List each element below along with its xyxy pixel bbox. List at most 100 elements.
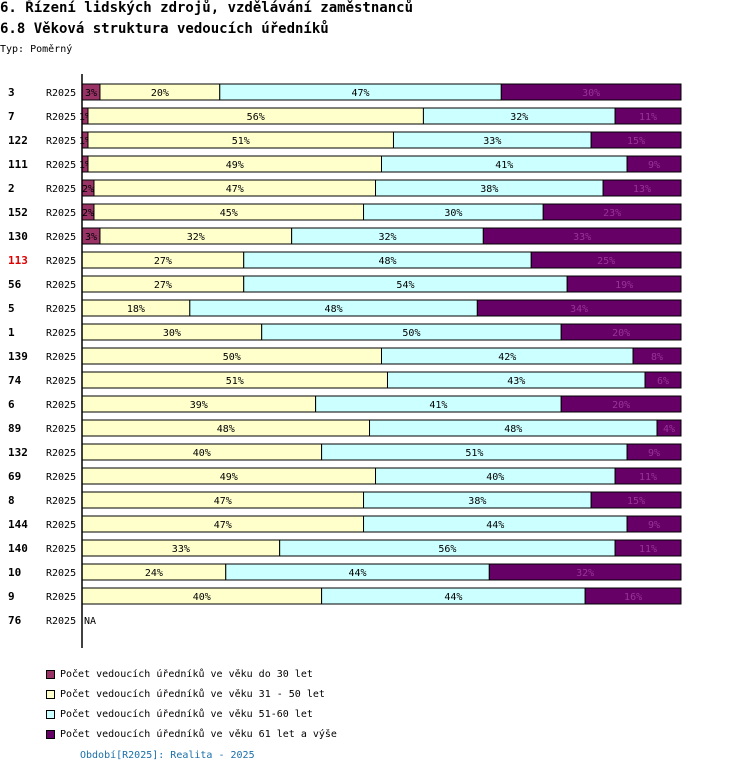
data-label: 34% xyxy=(570,304,588,315)
legend-label: Počet vedoucích úředníků ve věku 51-60 l… xyxy=(60,708,313,720)
category-label: 10 xyxy=(8,566,21,579)
bar-segment xyxy=(488,563,682,581)
bar-segment xyxy=(476,299,682,317)
data-label: 27% xyxy=(154,280,172,291)
bar-segment xyxy=(482,227,682,245)
period-tick-label: R2025 xyxy=(46,472,76,483)
legend: Počet vedoucích úředníků ve věku do 30 l… xyxy=(46,664,337,744)
data-label: 20% xyxy=(612,328,630,339)
data-label: 44% xyxy=(349,568,367,579)
data-label: 32% xyxy=(187,232,205,243)
period-tick-label: R2025 xyxy=(46,520,76,531)
category-label: 1 xyxy=(8,326,15,339)
bar-segment xyxy=(614,107,682,125)
bar-segment xyxy=(590,131,682,149)
data-label: 15% xyxy=(627,136,645,147)
category-label: 144 xyxy=(8,518,28,531)
bar-segment xyxy=(644,371,682,389)
data-label: 32% xyxy=(576,568,594,579)
period-tick-label: R2025 xyxy=(46,256,76,267)
legend-swatch xyxy=(46,689,55,699)
data-label: 48% xyxy=(325,304,343,315)
data-label: 9% xyxy=(648,160,660,171)
period-label: Období[R2025]: Realita - 2025 xyxy=(80,750,255,761)
data-label: 18% xyxy=(127,304,145,315)
data-label: 54% xyxy=(396,280,414,291)
legend-item: Počet vedoucích úředníků ve věku 51-60 l… xyxy=(46,704,337,724)
data-label: 42% xyxy=(498,352,516,363)
data-label: 51% xyxy=(232,136,250,147)
period-tick-label: R2025 xyxy=(46,496,76,507)
data-label: 1% xyxy=(79,136,91,147)
category-label: 76 xyxy=(8,614,22,627)
data-label: 51% xyxy=(465,448,483,459)
period-tick-label: R2025 xyxy=(46,376,76,387)
data-label: 33% xyxy=(172,544,190,555)
data-label: 50% xyxy=(223,352,241,363)
data-label: 9% xyxy=(648,520,660,531)
category-label: 6 xyxy=(8,398,15,411)
data-label: 48% xyxy=(217,424,235,435)
data-label: 9% xyxy=(648,448,660,459)
data-label: 8% xyxy=(651,352,663,363)
data-label: 50% xyxy=(402,328,420,339)
period-tick-label: R2025 xyxy=(46,184,76,195)
category-label: 140 xyxy=(8,542,28,555)
data-label: 20% xyxy=(151,88,169,99)
data-label: 30% xyxy=(582,88,600,99)
data-label: 11% xyxy=(639,112,657,123)
period-tick-label: R2025 xyxy=(46,424,76,435)
data-label: 51% xyxy=(226,376,244,387)
period-tick-label: R2025 xyxy=(46,592,76,603)
category-label: 139 xyxy=(8,350,28,363)
category-label: 9 xyxy=(8,590,15,603)
data-label: 40% xyxy=(193,448,211,459)
data-label: 11% xyxy=(639,544,657,555)
data-label: 47% xyxy=(214,520,232,531)
period-tick-label: R2025 xyxy=(46,232,76,243)
data-label: 33% xyxy=(573,232,591,243)
bar-segment xyxy=(614,467,682,485)
bar-segment xyxy=(542,203,682,221)
period-tick-label: R2025 xyxy=(46,616,76,627)
category-label: 8 xyxy=(8,494,15,507)
category-label: 113 xyxy=(8,254,28,267)
data-label: 11% xyxy=(639,472,657,483)
data-label: 30% xyxy=(163,328,181,339)
data-label: 3% xyxy=(85,232,97,243)
data-label: 4% xyxy=(663,424,675,435)
category-label: 89 xyxy=(8,422,21,435)
category-label: 132 xyxy=(8,446,28,459)
data-label: 24% xyxy=(145,568,163,579)
data-label: 3% xyxy=(85,88,97,99)
legend-label: Počet vedoucích úředníků ve věku 31 - 50… xyxy=(60,688,325,700)
data-label: 48% xyxy=(504,424,522,435)
legend-label: Počet vedoucích úředníků ve věku 61 let … xyxy=(60,728,337,740)
data-label: 30% xyxy=(444,208,462,219)
category-label: 74 xyxy=(8,374,22,387)
data-label: 39% xyxy=(190,400,208,411)
data-label: 27% xyxy=(154,256,172,267)
category-label: 5 xyxy=(8,302,15,315)
data-label: 45% xyxy=(220,208,238,219)
data-label: 6% xyxy=(657,376,669,387)
legend-swatch xyxy=(46,669,55,679)
legend-swatch xyxy=(46,709,55,719)
chart-type-label: Typ: Poměrný xyxy=(0,44,73,55)
data-label: 2% xyxy=(82,208,94,219)
bar-segment xyxy=(530,251,682,269)
data-label: 32% xyxy=(378,232,396,243)
period-tick-label: R2025 xyxy=(46,208,76,219)
data-label: 40% xyxy=(193,592,211,603)
data-label: 47% xyxy=(214,496,232,507)
bar-segment xyxy=(584,587,682,605)
data-label: 33% xyxy=(483,136,501,147)
bar-segment xyxy=(560,323,682,341)
legend-item: Počet vedoucích úředníků ve věku 61 let … xyxy=(46,724,337,744)
period-tick-label: R2025 xyxy=(46,136,76,147)
data-label: 56% xyxy=(438,544,456,555)
category-label: 122 xyxy=(8,134,28,147)
bar-segment xyxy=(626,155,682,173)
data-label: 56% xyxy=(247,112,265,123)
period-tick-label: R2025 xyxy=(46,448,76,459)
